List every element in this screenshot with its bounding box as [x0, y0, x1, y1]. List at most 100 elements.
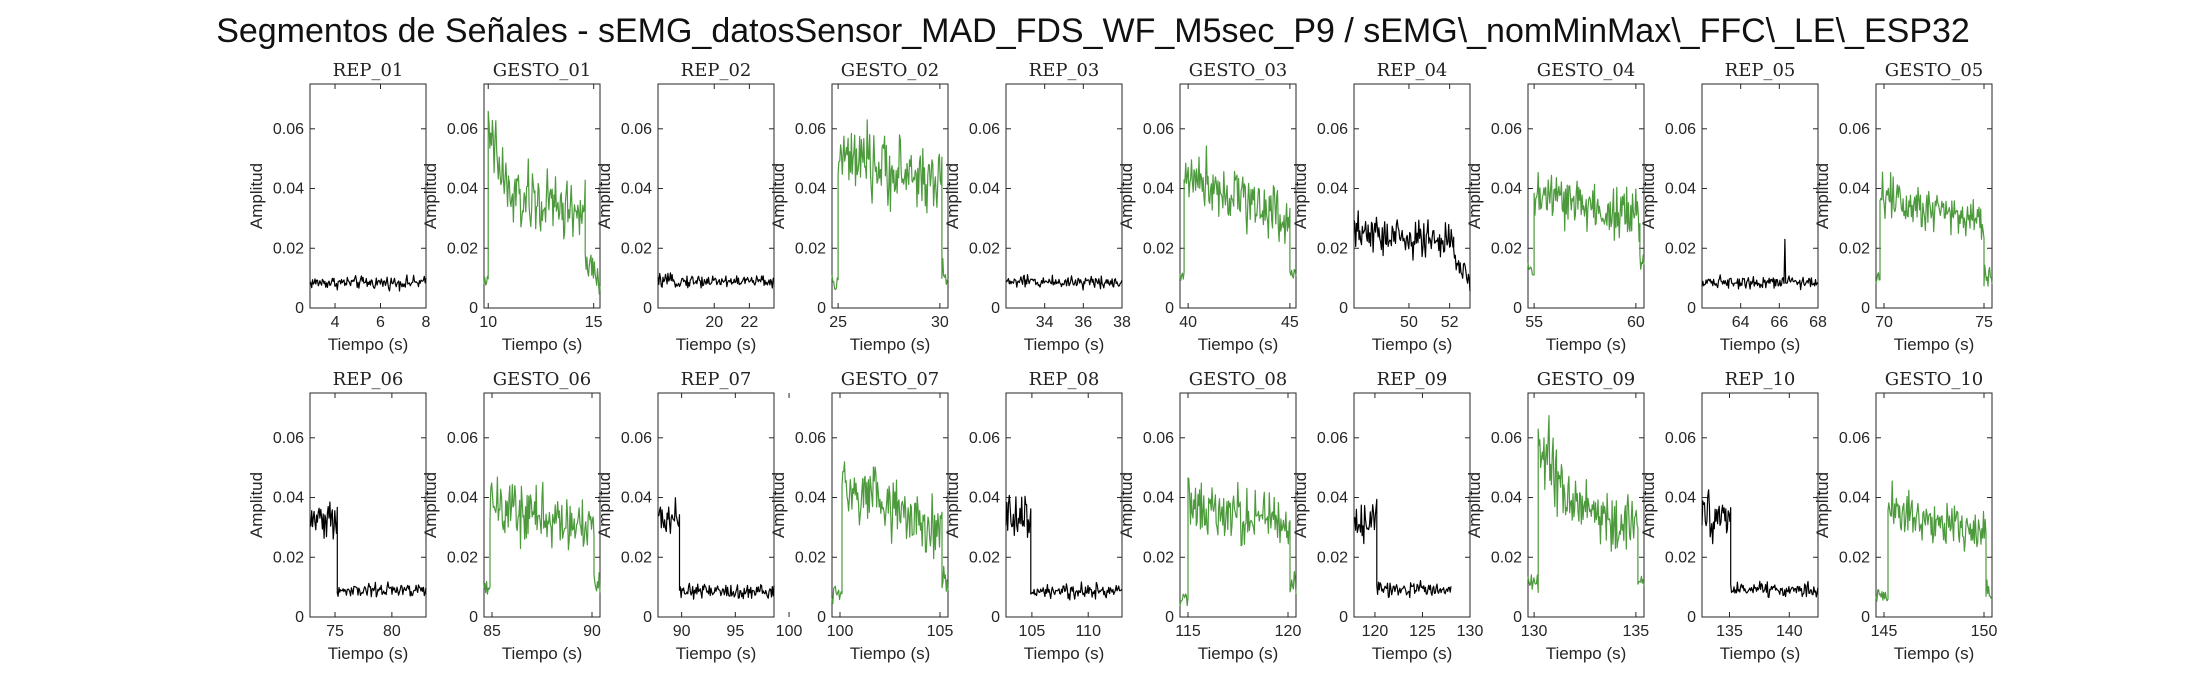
y-tick-label: 0.04	[1839, 181, 1870, 198]
y-tick-label: 0.06	[447, 121, 478, 138]
y-axis-label: Amplitud	[421, 163, 440, 229]
y-tick-label: 0.04	[621, 181, 652, 198]
y-axis-label: Amplitud	[1291, 163, 1310, 229]
y-tick-label: 0.04	[1317, 181, 1348, 198]
plot-frame	[1005, 392, 1123, 618]
y-tick-label: 0.06	[795, 430, 826, 447]
x-tick-label: 20	[705, 314, 723, 331]
y-tick-label: 0	[1861, 300, 1870, 317]
plot-frame	[657, 392, 775, 618]
x-tick-label: 115	[1175, 623, 1201, 640]
subplot-5: REP_03 0 0.02 0.04 0.06 34 36 38 Tiempo (s) Ampli…	[943, 60, 1131, 354]
y-axis-label: Amplitud	[1639, 472, 1658, 538]
x-tick-label: 130	[1521, 623, 1548, 640]
plot-frame	[1875, 83, 1993, 309]
y-tick-label: 0	[643, 609, 652, 626]
y-tick-label: 0.02	[1143, 240, 1174, 257]
subplot-20: GESTO_10 0 0.02 0.04 0.06 145 150 Tiempo (s) Amp…	[1813, 369, 1997, 663]
y-tick-label: 0.02	[1665, 549, 1696, 566]
x-axis-label: Tiempo (s)	[1546, 335, 1627, 354]
signal-line	[1527, 172, 1645, 276]
x-axis-label: Tiempo (s)	[502, 335, 583, 354]
y-axis-label: Amplitud	[943, 472, 962, 538]
x-tick-label: 50	[1400, 314, 1418, 331]
y-tick-label: 0.04	[969, 181, 1000, 198]
x-axis-label: Tiempo (s)	[328, 644, 409, 663]
subplot-title: REP_08	[1029, 369, 1100, 390]
y-tick-label: 0	[295, 609, 304, 626]
y-tick-label: 0.02	[621, 549, 652, 566]
x-axis-label: Tiempo (s)	[1372, 644, 1453, 663]
x-tick-label: 105	[1019, 623, 1046, 640]
x-tick-label: 130	[1457, 623, 1484, 640]
y-tick-label: 0.06	[1317, 430, 1348, 447]
y-axis-label: Amplitud	[769, 163, 788, 229]
y-tick-label: 0.06	[621, 121, 652, 138]
x-tick-label: 85	[483, 623, 501, 640]
x-tick-label: 70	[1875, 314, 1893, 331]
signal-line	[1179, 145, 1297, 281]
signal-line	[1701, 238, 1819, 291]
x-axis-label: Tiempo (s)	[1372, 335, 1453, 354]
y-tick-label: 0.06	[1143, 430, 1174, 447]
x-axis-label: Tiempo (s)	[1024, 644, 1105, 663]
x-tick-label: 135	[1623, 623, 1650, 640]
subplot-19: REP_10 0 0.02 0.04 0.06 135 140 Tiempo (s) Ampli…	[1639, 369, 1819, 663]
x-tick-label: 8	[422, 314, 431, 331]
x-tick-label: 95	[726, 623, 744, 640]
signal-line	[1527, 415, 1645, 594]
subplot-title: GESTO_05	[1885, 60, 1984, 81]
x-tick-label: 60	[1627, 314, 1645, 331]
y-axis-label: Amplitud	[1465, 472, 1484, 538]
x-tick-label: 135	[1716, 623, 1743, 640]
x-tick-label: 52	[1441, 314, 1459, 331]
subplot-title: GESTO_04	[1537, 60, 1636, 81]
y-tick-label: 0.04	[1317, 490, 1348, 507]
plot-frame	[1701, 83, 1819, 309]
y-tick-label: 0.02	[969, 240, 1000, 257]
y-tick-label: 0.02	[1491, 549, 1522, 566]
y-tick-label: 0.02	[273, 549, 304, 566]
y-tick-label: 0.04	[447, 490, 478, 507]
x-tick-label: 36	[1074, 314, 1092, 331]
subplot-15: REP_08 0 0.02 0.04 0.06 105 110 Tiempo (s) Ampli…	[943, 369, 1123, 663]
y-tick-label: 0.06	[1839, 430, 1870, 447]
y-tick-label: 0.06	[969, 121, 1000, 138]
y-tick-label: 0.06	[795, 121, 826, 138]
signal-line	[483, 476, 601, 595]
y-tick-label: 0.06	[1839, 121, 1870, 138]
subplot-9: REP_05 0 0.02 0.04 0.06 64 66 68 Tiempo (s) Ampli…	[1639, 60, 1827, 354]
y-tick-label: 0.04	[1143, 490, 1174, 507]
y-tick-label: 0.06	[1143, 121, 1174, 138]
signal-line	[657, 272, 775, 289]
subplot-title: REP_06	[333, 369, 404, 390]
y-tick-label: 0.04	[1143, 181, 1174, 198]
x-axis-label: Tiempo (s)	[676, 335, 757, 354]
y-tick-label: 0.04	[1491, 490, 1522, 507]
y-axis-label: Amplitud	[1291, 472, 1310, 538]
plot-frame	[1353, 392, 1471, 618]
plot-frame	[309, 392, 427, 618]
y-tick-label: 0.02	[1143, 549, 1174, 566]
y-tick-label: 0.06	[1665, 121, 1696, 138]
subplot-title: REP_07	[681, 369, 752, 390]
x-axis-label: Tiempo (s)	[1546, 644, 1627, 663]
y-axis-label: Amplitud	[943, 163, 962, 229]
x-tick-label: 145	[1871, 623, 1898, 640]
x-tick-label: 6	[376, 314, 385, 331]
y-tick-label: 0	[1513, 609, 1522, 626]
y-axis-label: Amplitud	[595, 163, 614, 229]
y-axis-label: Amplitud	[1117, 163, 1136, 229]
x-axis-label: Tiempo (s)	[1720, 335, 1801, 354]
x-tick-label: 30	[931, 314, 949, 331]
x-tick-label: 140	[1776, 623, 1803, 640]
y-tick-label: 0.02	[795, 549, 826, 566]
y-axis-label: Amplitud	[1813, 472, 1832, 538]
y-axis-label: Amplitud	[595, 472, 614, 538]
y-tick-label: 0.02	[1491, 240, 1522, 257]
